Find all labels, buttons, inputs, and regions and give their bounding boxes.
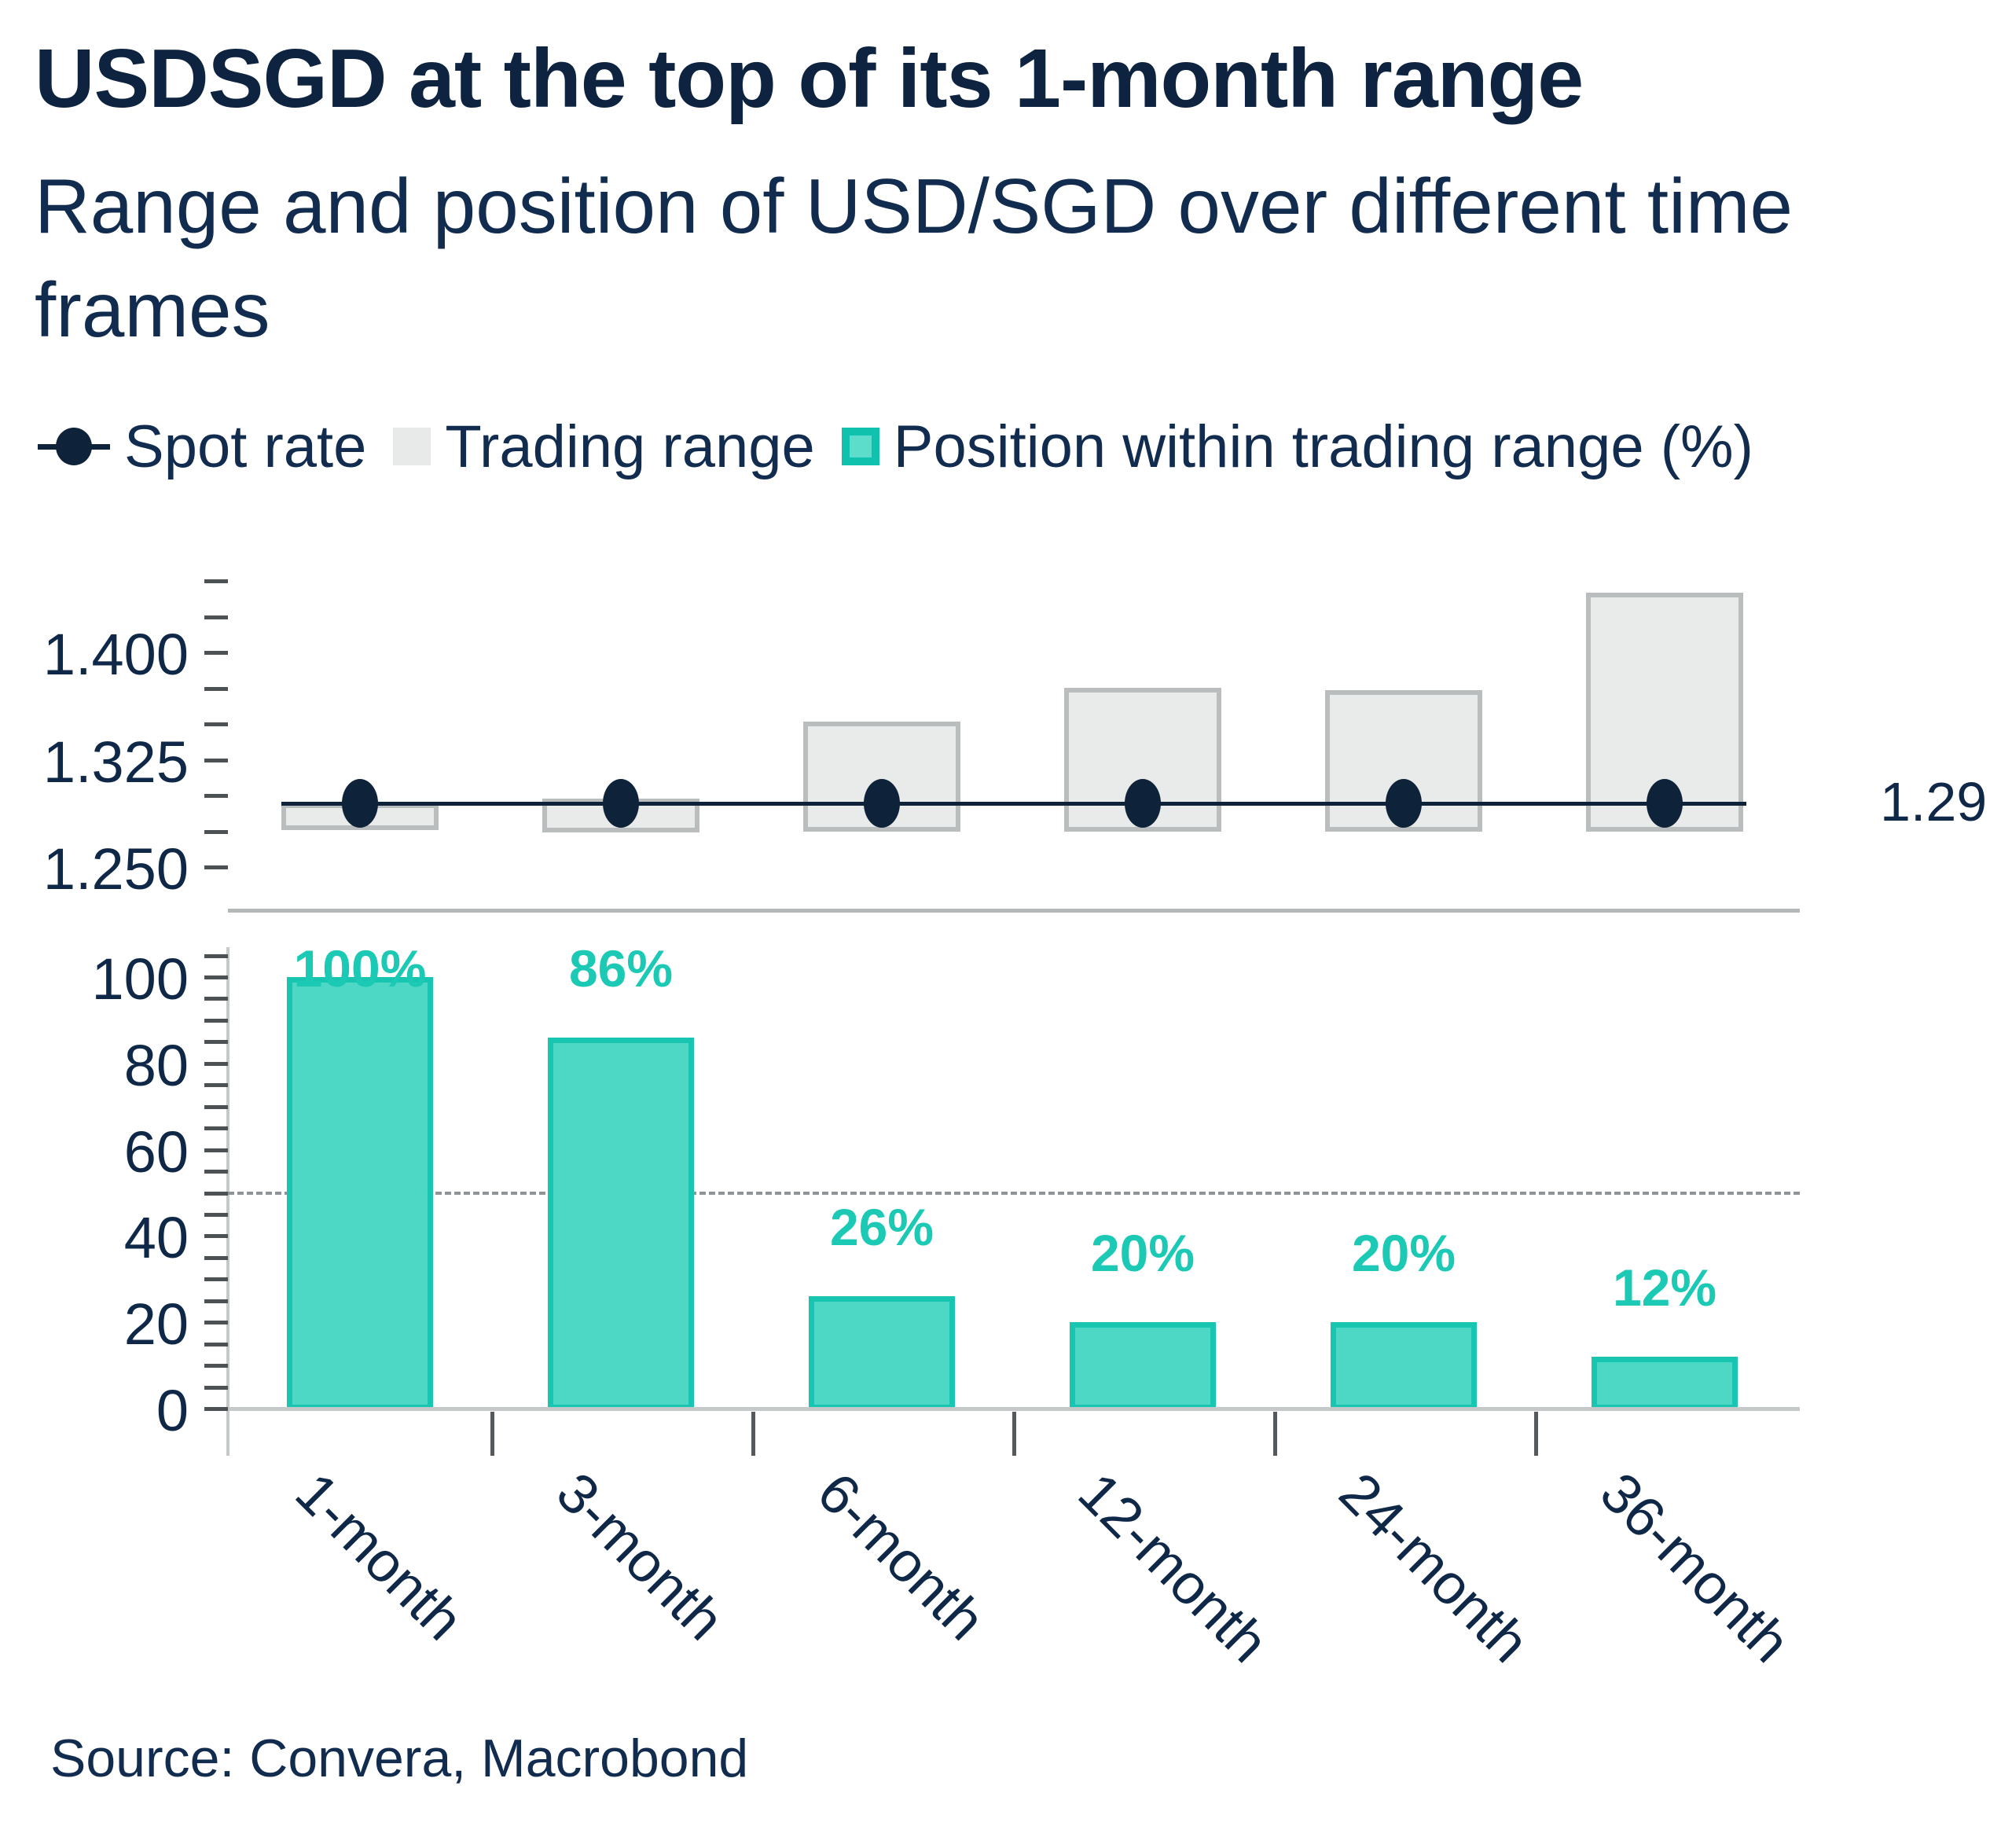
top-axis-tick [204,686,228,691]
bottom-axis-tick [204,1321,228,1325]
position-bar-label: 20% [1351,1224,1456,1283]
position-bar [809,1296,955,1410]
bottom-axis-tick-label: 40 [123,1205,189,1271]
category-label: 12-month [1066,1460,1280,1675]
category-label: 36-month [1588,1460,1802,1675]
spot-rate-value-label: 1.29 [1880,771,1988,832]
bottom-axis-tick-label: 100 [91,946,189,1012]
position-bar-label: 100% [293,939,427,997]
category-label: 6-month [805,1460,997,1653]
top-axis-tick [204,722,228,726]
top-axis-tick [204,829,228,834]
bottom-axis-tick [204,1061,228,1066]
bottom-axis-tick [204,1104,228,1109]
top-axis-tick-label: 1.325 [42,729,189,795]
bottom-axis-tick [204,1364,228,1369]
category-boundary-tick [1273,1412,1277,1456]
bottom-axis-tick [204,1407,228,1411]
spot-rate-dot [1647,779,1683,828]
spot-rate-dot [1386,779,1422,828]
bottom-axis-tick [204,1018,228,1023]
category-boundary-tick [751,1412,755,1456]
position-bar [1592,1357,1738,1410]
bottom-axis-tick [204,1083,228,1088]
top-axis-tick [204,758,228,762]
chart-subtitle-line1: Range and position of USD/SGD over diffe… [35,163,1794,249]
top-axis-tick [204,865,228,869]
position-bar [1331,1322,1477,1410]
position-bar [287,977,433,1410]
bottom-axis-tick [204,1234,228,1239]
position-bar [548,1037,694,1410]
position-bar-label: 86% [568,939,674,997]
source-note: Source: Convera, Macrobond [50,1729,749,1788]
position-bar [1070,1322,1216,1410]
legend: Spot rate Trading range Position within … [38,409,1753,484]
bottom-axis-tick [204,1385,228,1390]
position-bar-label: 20% [1090,1224,1195,1283]
bottom-axis-tick [204,1299,228,1303]
chart-subtitle-line2: frames [35,266,270,353]
bottom-axis-tick [204,975,228,979]
bottom-y-axis-line [226,947,229,1456]
top-axis-tick [204,615,228,619]
top-axis-tick [204,651,228,655]
chart-subtitle: Range and position of USD/SGD over diffe… [35,154,1793,362]
top-axis-tick [204,794,228,798]
bottom-axis-tick [204,1148,228,1152]
bottom-axis-tick-label: 0 [156,1378,189,1443]
spot-dot-icon [56,428,92,465]
bottom-axis-tick [204,1212,228,1217]
category-label: 24-month [1327,1460,1541,1675]
spot-rate-dot [1125,779,1161,828]
bottom-axis-tick [204,1255,228,1260]
bottom-axis-tick [204,1126,228,1131]
bottom-axis-tick [204,953,228,958]
category-boundary-tick [490,1412,494,1456]
top-axis-tick [204,579,228,583]
panel-divider [228,909,1800,913]
bottom-x-axis-line [228,1407,1800,1411]
bottom-axis-tick [204,1191,228,1196]
bottom-axis-tick [204,1277,228,1282]
bottom-axis-tick-label: 60 [123,1119,189,1185]
category-label: 3-month [544,1460,736,1653]
chart-title: USDSGD at the top of its 1-month range [35,32,1584,125]
position-bar-label: 26% [829,1198,934,1257]
top-axis-tick-label: 1.250 [42,836,189,902]
bottom-axis-tick [204,1040,228,1045]
category-boundary-tick [1534,1412,1538,1456]
bottom-axis-tick-label: 80 [123,1032,189,1098]
legend-position-label: Position within trading range (%) [893,413,1753,480]
bottom-axis-tick [204,997,228,1001]
legend-range-label: Trading range [445,413,815,480]
legend-spot-label: Spot rate [124,413,367,480]
spot-rate-dot [603,779,639,828]
bottom-axis-tick-label: 20 [123,1291,189,1358]
category-boundary-tick [1012,1412,1016,1456]
reference-line-50pct [228,1191,1800,1195]
spot-rate-line [281,802,1746,806]
top-axis-tick-label: 1.400 [42,622,189,687]
bottom-axis-tick [204,1170,228,1174]
trading-range-swatch-icon [393,428,431,465]
category-label: 1-month [283,1460,475,1653]
bottom-axis-tick [204,1342,228,1347]
position-bar-label: 12% [1612,1258,1717,1317]
spot-rate-marker-icon [38,428,110,465]
spot-rate-dot [342,779,378,828]
spot-rate-dot [864,779,900,828]
position-swatch-icon [841,428,879,465]
